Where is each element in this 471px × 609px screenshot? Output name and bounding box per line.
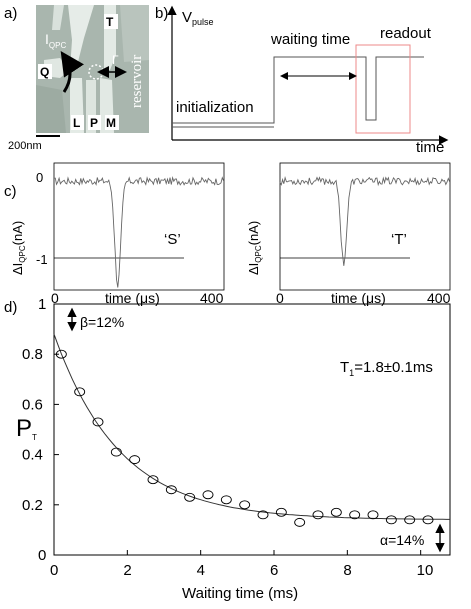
current-label: IQPC: [45, 31, 66, 50]
panel-a-label: a): [4, 5, 17, 22]
trace-s-ylabel: ΔIQPC(nA): [10, 221, 27, 275]
current-arrow: [60, 51, 84, 93]
data-point: [55, 349, 67, 359]
data-point: [367, 510, 379, 520]
data-point: [220, 495, 232, 505]
relaxation-ylabel: PT: [16, 415, 37, 442]
relaxation-xlabel: Waiting time (ms): [182, 585, 298, 602]
x-tick-label: 10: [417, 562, 434, 579]
trace-t-ylabel: ΔIQPC(nA): [246, 221, 263, 275]
data-point: [110, 447, 122, 457]
relaxation-plot-frame: [53, 303, 451, 556]
data-point: [147, 475, 159, 485]
trace-t-plot: ΔIQPC(nA) 0 400 time (μs) ‘T’: [246, 162, 451, 306]
relaxation-ticks: 0 2 4 6 8 10 0 0.2 0.4 0.6 0.8 1: [22, 296, 433, 579]
beta-label: β=12%: [80, 314, 124, 330]
readout-window: [355, 44, 411, 134]
data-point: [385, 515, 397, 525]
x-tick-label: 6: [270, 562, 278, 579]
data-point: [312, 510, 324, 520]
panel-b-label: b): [155, 5, 168, 22]
tunnel-rate-label: Γ: [112, 53, 119, 67]
pulse-waveform: [172, 56, 424, 124]
panel-d-label: d): [4, 299, 17, 316]
trace-t-xtitle: time (μs): [331, 290, 386, 306]
t1-fit-label: T1=1.8±0.1ms: [340, 359, 433, 378]
relaxation-points: [55, 349, 434, 527]
trace-s-line: [53, 175, 225, 288]
x-tick-label: 0: [50, 562, 58, 579]
y-tick-label: 0.2: [22, 497, 43, 514]
pulse-x-label: time: [416, 139, 444, 156]
data-point: [404, 515, 416, 525]
gate-q-label: Q: [40, 65, 49, 79]
relaxation-plot: 0 2 4 6 8 10 0 0.2 0.4 0.6 0.8 1 PT Waiting time (m…: [16, 296, 451, 602]
data-point: [239, 500, 251, 510]
trace-t-xtick-0: 0: [276, 290, 284, 306]
gate-labels: T Q L P M: [38, 14, 119, 130]
scale-bar-label: 200nm: [8, 140, 42, 152]
gate-m-label: M: [106, 116, 116, 130]
data-point: [294, 517, 306, 527]
data-point: [330, 507, 342, 517]
trace-s-xtitle: time (μs): [105, 290, 160, 306]
gate-p-label: P: [90, 116, 98, 130]
data-point: [275, 507, 287, 517]
trace-s-xtick-0: 0: [51, 290, 59, 306]
data-point: [74, 387, 86, 397]
waiting-time-label: waiting time: [270, 31, 350, 48]
y-tick-label: 0.8: [22, 346, 43, 363]
y-tick-label: 1: [38, 296, 46, 313]
y-tick-label: 0.4: [22, 447, 43, 464]
pulse-y-label: Vpulse: [182, 9, 214, 27]
data-point: [184, 492, 196, 502]
x-tick-label: 4: [197, 562, 205, 579]
reservoir-label: reservoir: [129, 55, 145, 108]
data-point: [257, 510, 269, 520]
y-tick-label: 0.6: [22, 396, 43, 413]
trace-t-line: [279, 175, 451, 266]
data-point: [129, 455, 141, 465]
gate-t-label: T: [106, 15, 114, 29]
trace-s-ytick-neg1: -1: [36, 252, 48, 267]
trace-t-name: ‘T’: [391, 231, 407, 248]
exponential-fit-line: [53, 333, 450, 520]
trace-s-ytick-0: 0: [36, 170, 43, 185]
data-point: [422, 515, 434, 525]
gate-l-label: L: [73, 116, 80, 130]
trace-s-name: ‘S’: [164, 231, 181, 248]
trace-s-plot: 0 -1 ΔIQPC(nA) 0 400 time (μs) ‘S’: [10, 162, 225, 306]
panel-c-label: c): [4, 183, 17, 200]
data-point: [92, 417, 104, 427]
initialization-label: initialization: [176, 99, 254, 116]
x-tick-label: 2: [123, 562, 131, 579]
trace-t-xtick-400: 400: [427, 290, 451, 306]
readout-label: readout: [380, 25, 432, 42]
x-tick-label: 8: [343, 562, 351, 579]
data-point: [202, 490, 214, 500]
data-point: [349, 510, 361, 520]
alpha-label: α=14%: [380, 532, 424, 548]
y-tick-label: 0: [38, 547, 46, 564]
data-point: [165, 485, 177, 495]
trace-s-xtick-400: 400: [200, 290, 224, 306]
